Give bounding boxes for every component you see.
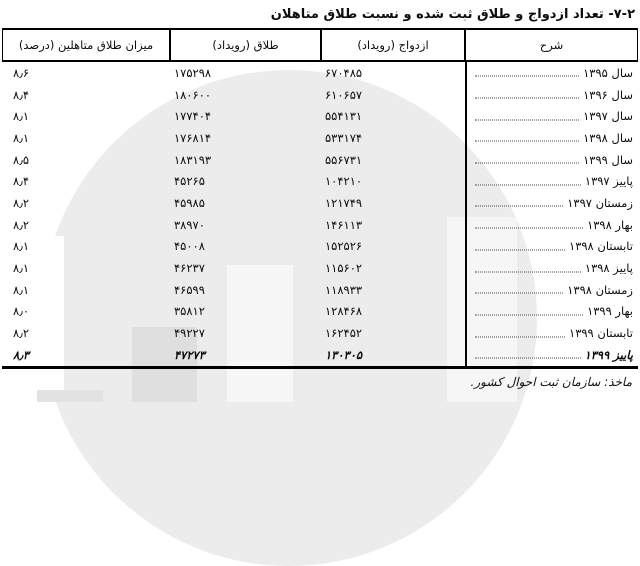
marriage-value: ۱۶۲۴۵۲: [325, 326, 363, 341]
marriage-value: ۵۳۳۱۷۴: [325, 130, 363, 145]
table-row: سال ۱۳۹۸ ۵۳۳۱۷۴ ۱۷۶۸۱۴ ۸٫۱: [2, 127, 638, 149]
table-row: تابستان ۱۳۹۸ ۱۵۲۵۲۶ ۴۵۰۰۸ ۸٫۱: [2, 235, 638, 258]
rate-value: ۸٫۶: [13, 65, 30, 80]
row-label: پاییز ۱۳۹۷: [584, 174, 633, 189]
row-label: بهار ۱۳۹۸: [587, 217, 633, 232]
dotted-leader: [475, 314, 584, 316]
rate-value: ۸٫۳: [13, 347, 30, 362]
row-label: پاییز ۱۳۹۸: [584, 261, 633, 276]
rate-value: ۸٫۴: [13, 174, 30, 189]
rate-value: ۸٫۵: [13, 152, 30, 167]
dotted-leader: [475, 271, 581, 273]
source-note: ماخذ: سازمان ثبت احوال کشور.: [470, 374, 632, 389]
table-row: تابستان ۱۳۹۹ ۱۶۲۴۵۲ ۴۹۲۲۷ ۸٫۲: [2, 322, 638, 344]
dotted-leader: [475, 162, 580, 164]
header-rate: میزان طلاق متاهلین (درصد): [18, 38, 154, 52]
dotted-leader: [475, 249, 566, 251]
marriage-value: ۱۲۸۴۶۸: [325, 304, 363, 319]
rate-value: ۸٫۴: [13, 87, 30, 102]
rate-value: ۸٫۰: [13, 304, 30, 319]
row-label: زمستان ۱۳۹۸: [567, 282, 633, 297]
rate-value: ۸٫۲: [13, 326, 30, 341]
dotted-leader: [475, 292, 564, 294]
row-label: زمستان ۱۳۹۷: [567, 195, 633, 210]
marriage-value: ۵۵۴۱۳۱: [325, 109, 363, 124]
divorce-value: ۴۶۲۳۷: [174, 261, 205, 276]
marriage-value: ۱۰۴۲۱۰: [325, 174, 363, 189]
divorce-value: ۴۹۲۲۷: [174, 326, 205, 341]
stats-table: شرح ازدواج (رویداد) طلاق (رویداد) میزان …: [2, 28, 638, 369]
divorce-value: ۴۷۲۷۳: [174, 347, 205, 362]
row-label: سال ۱۳۹۹: [583, 152, 633, 167]
row-label: سال ۱۳۹۷: [583, 109, 633, 124]
marriage-value: ۱۱۸۹۳۳: [325, 282, 363, 297]
rate-value: ۸٫۱: [13, 261, 30, 276]
dotted-leader: [475, 119, 580, 121]
header-divorce: طلاق (رویداد): [169, 30, 320, 60]
document-sheet: ۷-۲- تعداد ازدواج و طلاق ثبت شده و نسبت …: [2, 7, 638, 389]
divorce-value: ۱۷۵۲۹۸: [174, 65, 212, 80]
marriage-value: ۱۴۶۱۱۳: [325, 217, 363, 232]
table-row: پاییز ۱۳۹۸ ۱۱۵۶۰۲ ۴۶۲۳۷ ۸٫۱: [2, 257, 638, 279]
rate-value: ۸٫۱: [13, 282, 30, 297]
watermark-bar-gray-2: [37, 390, 103, 402]
watermark-bar-white-3: [447, 217, 517, 402]
table-header-row: شرح ازدواج (رویداد) طلاق (رویداد) میزان …: [2, 28, 638, 62]
dotted-leader: [475, 227, 584, 229]
rate-value: ۸٫۲: [13, 217, 30, 232]
row-label: بهار ۱۳۹۹: [587, 304, 633, 319]
header-marriage: ازدواج (رویداد): [320, 30, 464, 60]
table-title: ۷-۲- تعداد ازدواج و طلاق ثبت شده و نسبت …: [270, 7, 635, 22]
divorce-value: ۳۵۸۱۲: [174, 304, 205, 319]
table-row: زمستان ۱۳۹۷ ۱۲۱۷۴۹ ۴۵۹۸۵ ۸٫۲: [2, 192, 638, 214]
table-row: پاییز ۱۳۹۷ ۱۰۴۲۱۰ ۴۵۲۶۵ ۸٫۴: [2, 170, 638, 193]
table-body: سال ۱۳۹۵ ۶۷۰۴۸۵ ۱۷۵۲۹۸ ۸٫۶ سال ۱۳۹۶ ۶۱۰۶…: [2, 62, 638, 369]
row-label: تابستان ۱۳۹۸: [569, 239, 633, 254]
marriage-value: ۱۵۲۵۲۶: [325, 239, 363, 254]
marriage-value: ۱۳۰۳۰۵: [325, 347, 363, 362]
dotted-leader: [475, 357, 581, 359]
table-row: سال ۱۳۹۹ ۵۵۶۷۳۱ ۱۸۳۱۹۳ ۸٫۵: [2, 148, 638, 171]
divorce-value: ۱۷۷۴۰۴: [174, 109, 212, 124]
table-row: سال ۱۳۹۷ ۵۵۴۱۳۱ ۱۷۷۴۰۴ ۸٫۱: [2, 105, 638, 128]
row-label: سال ۱۳۹۸: [583, 130, 633, 145]
row-label: سال ۱۳۹۶: [583, 87, 633, 102]
dotted-leader: [475, 205, 564, 207]
rate-value: ۸٫۱: [13, 109, 30, 124]
header-description: شرح: [464, 30, 637, 60]
divorce-value: ۱۷۶۸۱۴: [174, 130, 212, 145]
marriage-value: ۵۵۶۷۳۱: [325, 152, 363, 167]
marriage-value: ۱۲۱۷۴۹: [325, 195, 363, 210]
divorce-value: ۱۸۰۶۰۰: [174, 87, 212, 102]
divorce-value: ۳۸۹۷۰: [174, 217, 205, 232]
rate-value: ۸٫۱: [13, 239, 30, 254]
dotted-leader: [475, 75, 580, 77]
dotted-leader: [475, 336, 566, 338]
divorce-value: ۴۶۵۹۹: [174, 282, 205, 297]
divorce-value: ۴۵۹۸۵: [174, 195, 205, 210]
table-row: بهار ۱۳۹۹ ۱۲۸۴۶۸ ۳۵۸۱۲ ۸٫۰: [2, 300, 638, 323]
rate-value: ۸٫۱: [13, 130, 30, 145]
divorce-value: ۱۸۳۱۹۳: [174, 152, 212, 167]
table-row: سال ۱۳۹۶ ۶۱۰۶۵۷ ۱۸۰۶۰۰ ۸٫۴: [2, 83, 638, 106]
table-row: زمستان ۱۳۹۸ ۱۱۸۹۳۳ ۴۶۵۹۹ ۸٫۱: [2, 278, 638, 301]
row-label: سال ۱۳۹۵: [583, 65, 633, 80]
marriage-value: ۶۱۰۶۵۷: [325, 87, 363, 102]
marriage-value: ۶۷۰۴۸۵: [325, 65, 363, 80]
table-row: پاییز ۱۳۹۹ ۱۳۰۳۰۵ ۴۷۲۷۳ ۸٫۳: [2, 343, 638, 366]
dotted-leader: [475, 97, 580, 99]
divorce-value: ۴۵۲۶۵: [174, 174, 205, 189]
table-row: سال ۱۳۹۵ ۶۷۰۴۸۵ ۱۷۵۲۹۸ ۸٫۶: [2, 62, 638, 84]
dotted-leader: [475, 184, 581, 186]
watermark-bar-gray-1: [132, 327, 197, 402]
marriage-value: ۱۱۵۶۰۲: [325, 261, 363, 276]
row-label: تابستان ۱۳۹۹: [569, 326, 633, 341]
row-label: پاییز ۱۳۹۹: [584, 347, 633, 362]
watermark-bar-white-2: [227, 265, 293, 402]
divorce-value: ۴۵۰۰۸: [174, 239, 205, 254]
rate-value: ۸٫۲: [13, 195, 30, 210]
table-row: بهار ۱۳۹۸ ۱۴۶۱۱۳ ۳۸۹۷۰ ۸٫۲: [2, 213, 638, 236]
dotted-leader: [475, 140, 580, 142]
